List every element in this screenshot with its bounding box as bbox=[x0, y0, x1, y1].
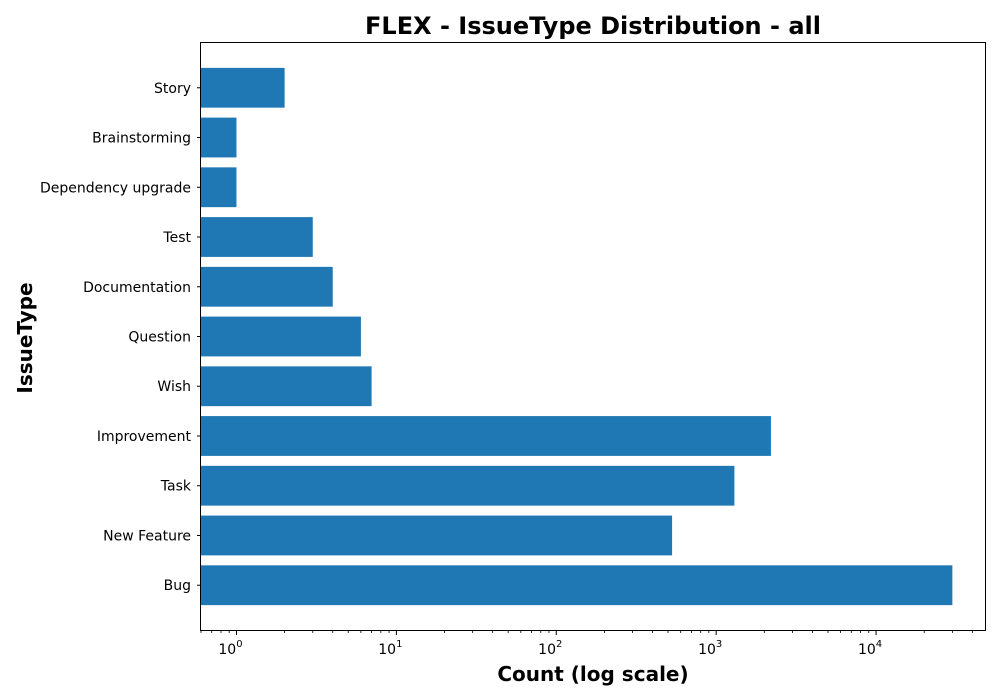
y-tick-label-bug: Bug bbox=[164, 578, 191, 594]
y-tick-label-brainstorming: Brainstorming bbox=[92, 131, 191, 147]
y-tick-label-question: Question bbox=[128, 330, 191, 346]
bar-documentation bbox=[201, 266, 333, 307]
x-tick-label-10e1: 101 bbox=[378, 639, 402, 658]
bar-wish bbox=[201, 366, 372, 407]
bar-new-feature bbox=[201, 515, 673, 556]
y-tick-label-improvement: Improvement bbox=[97, 429, 192, 445]
x-axis-ticks: 100 101 102 103 104 bbox=[200, 630, 973, 658]
bar-dependency-upgrade bbox=[201, 167, 237, 208]
bar-test bbox=[201, 217, 313, 257]
y-tick-label-test: Test bbox=[162, 230, 191, 246]
chart-title: FLEX - IssueType Distribution - all bbox=[365, 12, 821, 40]
x-tick-label-10e3: 103 bbox=[698, 639, 722, 658]
x-tick-label-10e0: 100 bbox=[218, 639, 242, 658]
y-axis-ticks: Bug New Feature Task Improvement Wish Questio… bbox=[40, 81, 201, 594]
y-axis-label: IssueType bbox=[13, 282, 37, 393]
x-axis-label: Count (log scale) bbox=[497, 662, 688, 686]
y-tick-label-story: Story bbox=[154, 81, 191, 97]
x-tick-label-10e2: 102 bbox=[538, 639, 562, 658]
y-tick-label-documentation: Documentation bbox=[83, 280, 191, 296]
y-tick-label-dependency-upgrade: Dependency upgrade bbox=[40, 180, 191, 196]
bar-question bbox=[201, 316, 361, 357]
bar-story bbox=[201, 67, 285, 108]
bar-brainstorming bbox=[201, 117, 237, 158]
bars-group bbox=[201, 67, 953, 606]
y-tick-label-task: Task bbox=[160, 479, 192, 495]
bar-improvement bbox=[201, 416, 771, 456]
bar-bug bbox=[201, 565, 953, 606]
x-tick-label-10e4: 104 bbox=[858, 639, 882, 658]
y-tick-label-new-feature: New Feature bbox=[103, 528, 191, 544]
bar-task bbox=[201, 465, 735, 506]
y-tick-label-wish: Wish bbox=[157, 379, 191, 395]
